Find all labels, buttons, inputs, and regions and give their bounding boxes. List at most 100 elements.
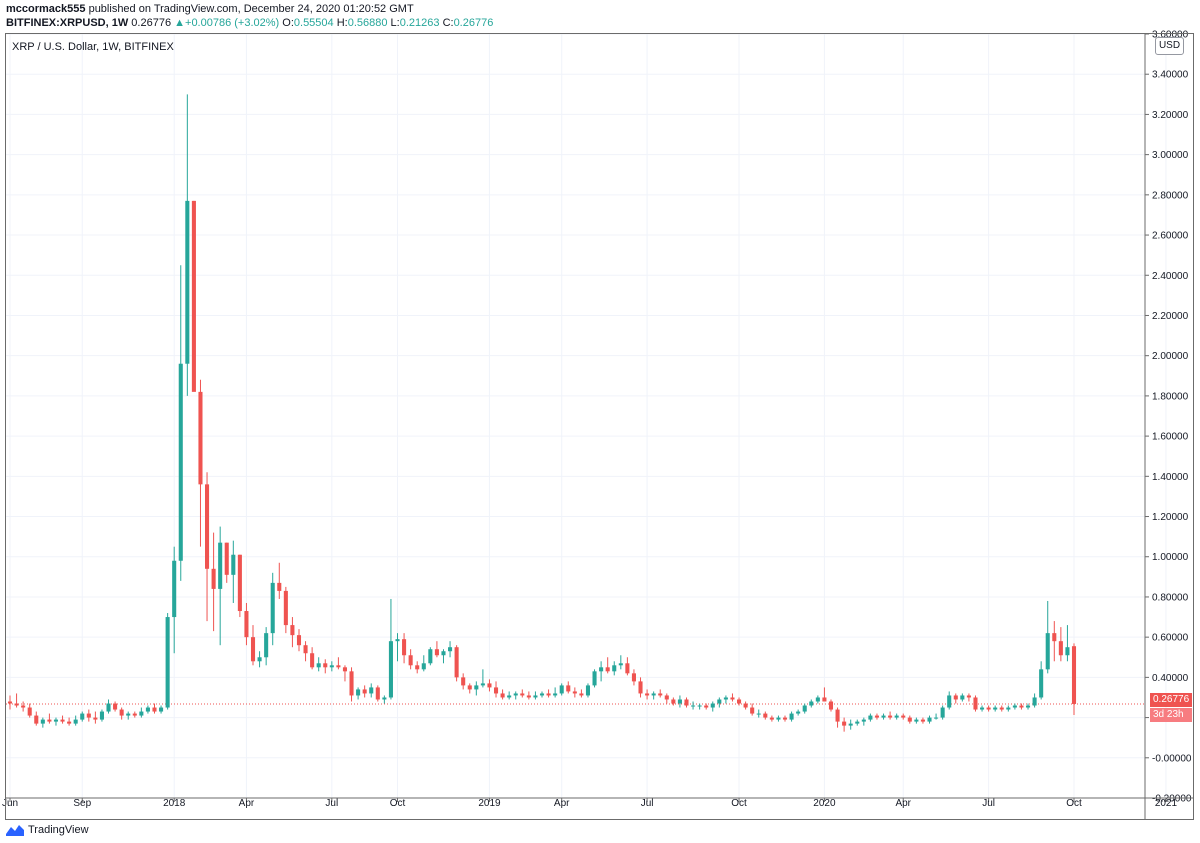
candle [953, 693, 958, 704]
candle-body [86, 713, 91, 718]
y-tick-label: 1.60000 [1152, 432, 1189, 443]
candle [579, 689, 584, 698]
candle [566, 681, 571, 694]
candle [132, 711, 137, 718]
candle [356, 687, 361, 700]
candle [277, 562, 282, 599]
candle-body [244, 611, 249, 638]
candle-body [60, 719, 65, 722]
candle [1045, 600, 1050, 674]
candle [231, 540, 236, 603]
candle [14, 693, 19, 708]
candle [684, 697, 689, 708]
candle-body [842, 721, 847, 726]
candle [809, 699, 814, 708]
candle [763, 711, 768, 720]
candle [67, 717, 72, 726]
candle [310, 647, 315, 670]
candle-body [178, 363, 183, 561]
candle-body [487, 683, 492, 688]
candle-body [27, 707, 32, 716]
candle [585, 683, 591, 698]
candle [592, 669, 597, 688]
candle [165, 613, 170, 710]
candle-body [960, 695, 965, 700]
x-tick-label: Apr [895, 798, 911, 809]
candle [710, 701, 715, 712]
candle-body [546, 693, 551, 696]
candle [664, 693, 669, 704]
candle-body [172, 560, 177, 618]
x-tick-label: 2021 [1155, 798, 1178, 809]
y-tick-label: 1.40000 [1152, 472, 1189, 483]
candle-body [237, 554, 242, 612]
candle [618, 655, 623, 670]
x-tick-label: Apr [239, 798, 255, 809]
x-tick-label: Oct [390, 798, 406, 809]
symbol-label: BITFINEX:XRPUSD, 1W [6, 17, 129, 29]
low-value: 0.21263 [399, 17, 440, 29]
currency-button[interactable]: USD [1155, 37, 1184, 55]
candle [940, 705, 945, 720]
candle-body [966, 695, 971, 698]
tradingview-logo-icon[interactable] [6, 824, 24, 836]
candle-body [1006, 707, 1011, 710]
candle-body [553, 693, 558, 696]
y-tick-label: 3.40000 [1152, 70, 1189, 81]
published-line: mccormack555 published on TradingView.co… [6, 3, 493, 16]
candle [1071, 643, 1077, 716]
candle [60, 715, 65, 724]
candle [920, 717, 925, 724]
candle-body [940, 707, 945, 718]
candle-body [224, 542, 229, 575]
candle-body [264, 633, 269, 658]
candle-body [559, 685, 564, 694]
candle [888, 711, 893, 720]
candle [815, 695, 820, 704]
candle-body [868, 715, 873, 720]
candle [533, 691, 538, 700]
candle [454, 645, 459, 682]
candle [1019, 703, 1024, 710]
candle [500, 689, 505, 700]
footer-brand[interactable]: TradingView [28, 824, 89, 836]
candle-body [205, 484, 210, 569]
candle [914, 717, 919, 724]
candle-body [441, 651, 446, 656]
candle [1052, 621, 1057, 662]
candle-body [618, 663, 623, 666]
candle-body [874, 715, 879, 718]
candle [612, 661, 617, 676]
candle-body [815, 697, 820, 702]
candle [625, 657, 630, 676]
candle-body [415, 665, 420, 670]
candle-body [257, 657, 262, 662]
candle [395, 633, 400, 662]
author-name[interactable]: mccormack555 [6, 3, 86, 15]
candle [93, 711, 98, 724]
candle-body [947, 695, 952, 708]
candle-body [356, 689, 361, 696]
candle [106, 699, 111, 714]
candle [283, 586, 288, 634]
candle [927, 715, 932, 724]
x-tick-label: 2020 [813, 798, 836, 809]
candle-body [704, 705, 709, 708]
candle-body [822, 697, 827, 702]
candle-body [953, 695, 958, 700]
candle [651, 691, 656, 700]
candle-body [605, 667, 610, 672]
candle [218, 526, 223, 646]
candle [415, 661, 420, 674]
candle-body [1052, 633, 1057, 642]
candle-body [270, 582, 275, 634]
candle [40, 717, 45, 728]
x-tick-label: Jul [325, 798, 338, 809]
candle-body [1065, 647, 1070, 656]
candle-body [717, 699, 722, 704]
candle-body [750, 707, 755, 714]
candle-body [743, 703, 748, 708]
x-tick-label: 2019 [478, 798, 501, 809]
candle [441, 649, 446, 664]
